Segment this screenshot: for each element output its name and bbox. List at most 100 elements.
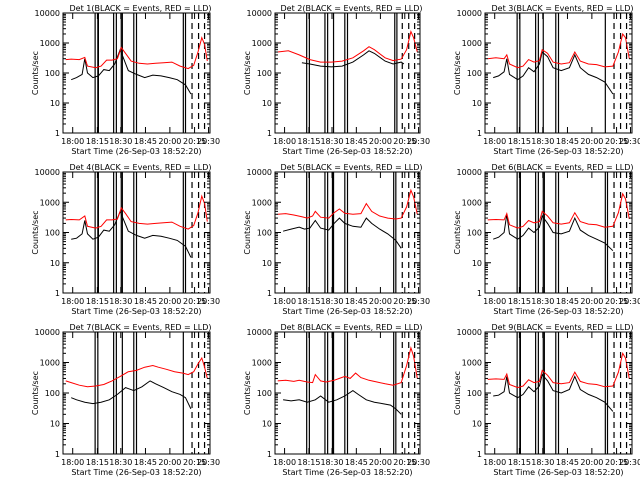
x-tick-label: 20:30 <box>407 137 430 146</box>
y-tick-label: 1 <box>477 129 482 138</box>
y-tick-label: 100 <box>257 69 272 78</box>
y-tick-label: 1000 <box>40 359 60 368</box>
series-line-events <box>493 51 614 95</box>
series-line-lld <box>277 30 418 63</box>
y-tick-label: 10000 <box>35 168 60 177</box>
y-tick-label: 1 <box>477 289 482 298</box>
x-axis-label: Start Time (26-Sep-03 18:52:20) <box>282 307 412 316</box>
x-tick-label: 18:15 <box>297 458 320 467</box>
panel-title: Det 6(BLACK = Events, RED = LLD) <box>492 163 634 172</box>
y-tick-label: 100 <box>45 389 60 398</box>
x-axis-label: Start Time (26-Sep-03 18:52:20) <box>71 468 201 477</box>
y-tick-label: 1000 <box>252 359 272 368</box>
y-tick-label: 10000 <box>247 9 272 18</box>
panel-title: Det 4(BLACK = Events, RED = LLD) <box>70 163 212 172</box>
y-tick-label: 10 <box>472 99 482 108</box>
x-tick-label: 20:00 <box>158 137 181 146</box>
x-tick-label: 18:30 <box>320 137 343 146</box>
y-tick-label: 10 <box>50 259 60 268</box>
x-tick-label: 18:45 <box>556 137 579 146</box>
y-tick-label: 1000 <box>40 39 60 48</box>
x-tick-label: 20:00 <box>158 458 181 467</box>
y-axis-label: Counts/sec <box>243 51 252 95</box>
y-axis-label: Counts/sec <box>31 210 40 254</box>
y-tick-label: 100 <box>467 229 482 238</box>
x-tick-label: 20:30 <box>619 458 640 467</box>
x-tick-label: 18:45 <box>134 458 157 467</box>
x-tick-label: 18:15 <box>86 458 109 467</box>
x-tick-label: 20:30 <box>197 297 220 306</box>
y-tick-label: 10000 <box>35 9 60 18</box>
x-tick-label: 20:30 <box>197 458 220 467</box>
x-axis-label: Start Time (26-Sep-03 18:52:20) <box>493 307 623 316</box>
det-panel-9: 1 10 100 1000 10000 18:00 18:15 18:30 18:45 20:00… <box>453 323 640 477</box>
x-tick-label: 20:15 <box>393 137 416 146</box>
y-tick-label: 1000 <box>252 198 272 207</box>
det-panel-3: 1 10 100 1000 10000 18:00 18:15 18:30 18:45 20:00… <box>453 4 640 156</box>
panel-title: Det 9(BLACK = Events, RED = LLD) <box>492 323 634 332</box>
x-tick-label: 20:30 <box>407 297 430 306</box>
y-tick-label: 1 <box>267 129 272 138</box>
det-panel-1: 1 10 100 1000 10000 18:00 18:15 18:30 18:45 20:00… <box>31 4 220 156</box>
x-tick-label: 18:00 <box>483 458 506 467</box>
y-tick-label: 10 <box>50 420 60 429</box>
y-axis-label: Counts/sec <box>31 51 40 95</box>
series-line-events <box>493 214 614 252</box>
det-panel-5: 1 10 100 1000 10000 18:00 18:15 18:30 18:45 20:00… <box>243 163 430 316</box>
x-tick-label: 18:30 <box>531 297 554 306</box>
x-tick-label: 20:30 <box>407 458 430 467</box>
x-tick-label: 20:00 <box>369 458 392 467</box>
x-tick-label: 18:45 <box>345 137 368 146</box>
series-line-events <box>71 380 192 410</box>
x-tick-label: 18:45 <box>134 137 157 146</box>
x-tick-label: 18:15 <box>508 137 531 146</box>
x-tick-label: 18:00 <box>61 297 84 306</box>
x-tick-label: 18:30 <box>531 458 554 467</box>
x-tick-label: 20:15 <box>183 137 206 146</box>
y-tick-label: 10 <box>472 259 482 268</box>
y-tick-label: 1 <box>267 450 272 459</box>
y-tick-label: 1 <box>477 450 482 459</box>
x-tick-label: 18:15 <box>508 458 531 467</box>
x-tick-label: 18:15 <box>86 297 109 306</box>
x-tick-label: 18:30 <box>109 458 132 467</box>
y-tick-label: 1 <box>55 289 60 298</box>
x-tick-label: 18:00 <box>273 297 296 306</box>
x-tick-label: 20:00 <box>369 137 392 146</box>
y-tick-label: 10 <box>472 420 482 429</box>
y-axis-label: Counts/sec <box>243 371 252 415</box>
y-tick-label: 1 <box>267 289 272 298</box>
series-line-lld <box>487 351 630 389</box>
y-tick-label: 1 <box>55 450 60 459</box>
y-tick-label: 10000 <box>35 328 60 337</box>
x-axis-label: Start Time (26-Sep-03 18:52:20) <box>71 307 201 316</box>
x-tick-label: 20:15 <box>183 297 206 306</box>
x-axis-label: Start Time (26-Sep-03 18:52:20) <box>493 147 623 156</box>
x-tick-label: 18:45 <box>345 297 368 306</box>
x-tick-label: 20:30 <box>619 137 640 146</box>
y-tick-label: 10000 <box>457 328 482 337</box>
det-panel-6: 1 10 100 1000 10000 18:00 18:15 18:30 18:45 20:00… <box>453 163 640 316</box>
y-tick-label: 10 <box>262 420 272 429</box>
x-tick-label: 18:15 <box>297 137 320 146</box>
y-tick-label: 10000 <box>457 9 482 18</box>
series-line-lld <box>65 36 208 70</box>
det-panel-2: 1 10 100 1000 10000 18:00 18:15 18:30 18:45 20:00… <box>243 4 430 156</box>
series-line-events <box>493 373 614 412</box>
y-tick-label: 10000 <box>247 328 272 337</box>
y-tick-label: 100 <box>257 229 272 238</box>
x-tick-label: 18:00 <box>273 137 296 146</box>
x-tick-label: 20:15 <box>393 297 416 306</box>
det-panel-4: 1 10 100 1000 10000 18:00 18:15 18:30 18:45 20:00… <box>31 163 220 316</box>
y-tick-label: 1000 <box>40 198 60 207</box>
y-axis-label: Counts/sec <box>453 210 462 254</box>
panel-title: Det 8(BLACK = Events, RED = LLD) <box>281 323 423 332</box>
x-tick-label: 20:15 <box>183 458 206 467</box>
series-line-lld <box>487 32 630 69</box>
x-tick-label: 18:30 <box>320 458 343 467</box>
series-line-lld <box>277 188 418 220</box>
y-tick-label: 1000 <box>462 359 482 368</box>
y-tick-label: 100 <box>45 69 60 78</box>
series-line-events <box>301 50 405 68</box>
